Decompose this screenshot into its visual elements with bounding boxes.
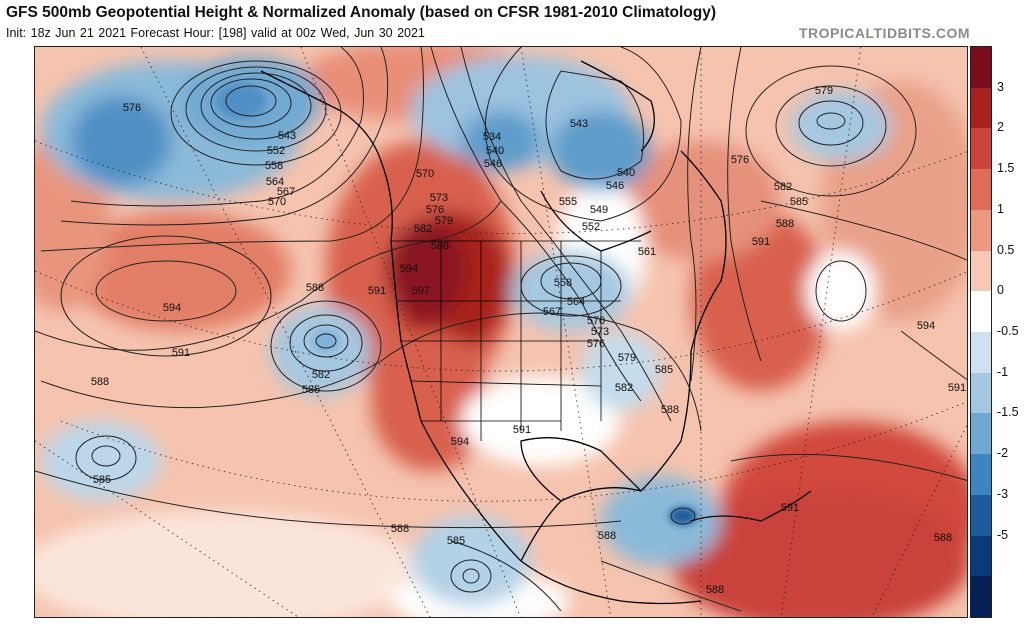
colorbar-label: 3 (997, 79, 1004, 94)
colorbar-label: -5 (997, 527, 1009, 542)
contour-label: 579 (815, 85, 833, 97)
contour-label: 588 (431, 240, 449, 252)
contour-label: 567 (277, 186, 295, 198)
colorbar-segment (971, 454, 991, 496)
anomaly-map: 576 543 552 558 564 567 570 570 573 576 579 582 588 5… (34, 46, 968, 618)
colorbar-label: 1.5 (997, 161, 1015, 176)
contour-label: 579 (618, 352, 636, 364)
contour-label: 561 (638, 246, 656, 258)
colorbar-label: 2 (997, 120, 1004, 135)
contour-label: 576 (587, 338, 605, 350)
colorbar-label: -0.5 (997, 324, 1019, 338)
contour-label: 591 (513, 424, 531, 436)
colorbar-segment (971, 576, 991, 618)
contour-label: 594 (163, 302, 181, 314)
contour-label: 570 (587, 315, 605, 327)
contour-label: 582 (312, 369, 330, 381)
contour-label: 546 (606, 180, 624, 192)
contour-label: 582 (615, 382, 633, 394)
contour-label: 552 (582, 221, 600, 233)
colorbar-label: -1.5 (997, 405, 1019, 420)
colorbar-label: 0.5 (997, 242, 1015, 257)
contour-label: 558 (265, 160, 283, 172)
contour-label: 588 (661, 404, 679, 416)
contour-label: 585 (655, 364, 673, 376)
contour-label: 576 (123, 102, 141, 114)
contour-label: 540 (617, 167, 635, 179)
contour-label: 582 (414, 223, 432, 235)
contour-label: 549 (590, 204, 608, 216)
colorbar-segment (971, 209, 991, 252)
contour-label: 585 (447, 535, 465, 547)
colorbar-segment (971, 413, 991, 455)
anomaly-colorbar (970, 46, 992, 618)
init-forecast-info: Init: 18z Jun 21 2021 Forecast Hour: [19… (6, 26, 425, 40)
contour-label: 576 (731, 154, 749, 166)
contour-label: 558 (554, 277, 572, 289)
contour-label: 585 (790, 196, 808, 208)
contour-label: 540 (486, 145, 504, 157)
contour-label: 576 (426, 204, 444, 216)
contour-label: 594 (451, 436, 469, 448)
colorbar-segment (971, 47, 991, 89)
contour-label: 564 (567, 296, 585, 308)
colorbar-segment (971, 250, 991, 292)
contour-label: 591 (172, 347, 190, 359)
contour-label: 588 (934, 532, 952, 544)
colorbar-segment (971, 87, 991, 129)
colorbar-segment (971, 494, 991, 537)
contour-label: 591 (368, 285, 386, 297)
contour-label: 573 (430, 192, 448, 204)
contour-label: 591 (948, 382, 966, 394)
height-contours (35, 47, 967, 612)
contour-label: 588 (776, 218, 794, 230)
contour-label: 564 (266, 176, 284, 188)
colorbar-segment (971, 128, 991, 170)
contour-label: 543 (570, 118, 588, 130)
colorbar-label: -3 (997, 486, 1009, 501)
contour-label: 543 (278, 130, 296, 142)
contour-label: 582 (774, 181, 792, 193)
contour-label: 588 (706, 584, 724, 596)
contour-label: 585 (302, 384, 320, 396)
contour-label: 552 (267, 145, 285, 157)
coastlines (260, 60, 812, 605)
chart-title: GFS 500mb Geopotential Height & Normaliz… (6, 4, 716, 21)
contour-label: 546 (484, 158, 502, 170)
colorbar-label: 0 (997, 283, 1004, 298)
contour-label: 567 (543, 306, 561, 318)
colorbar-label: -2 (997, 446, 1009, 461)
colorbar-label: -1 (997, 364, 1009, 379)
contour-label: 591 (752, 236, 770, 248)
colorbar-label: 1 (997, 201, 1004, 216)
contour-label: 573 (591, 326, 609, 338)
contour-label-group: 5765435525585645675705705735765795825885… (91, 85, 966, 596)
colorbar-segment (971, 332, 991, 374)
contour-label: 594 (917, 320, 935, 332)
colorbar-segment (971, 372, 991, 414)
contour-label: 585 (93, 474, 111, 486)
contour-label: 579 (435, 215, 453, 227)
state-borders (391, 240, 641, 441)
site-watermark: TROPICALTIDBITS.COM (798, 25, 970, 41)
contour-label: 588 (391, 523, 409, 535)
colorbar-segment (971, 291, 991, 333)
contour-label: 570 (416, 168, 434, 180)
contour-label: 597 (412, 285, 430, 297)
latlon-grid (35, 47, 967, 617)
colorbar-segment (971, 169, 991, 211)
contour-label: 591 (781, 502, 799, 514)
contour-label: 534 (483, 131, 501, 143)
contour-label: 588 (306, 282, 324, 294)
contour-label: 588 (598, 530, 616, 542)
contour-label: 555 (559, 196, 577, 208)
contour-label: 588 (91, 376, 109, 388)
contour-label: 594 (400, 263, 418, 275)
contour-label: 570 (268, 196, 286, 208)
colorbar-segment (971, 535, 991, 577)
